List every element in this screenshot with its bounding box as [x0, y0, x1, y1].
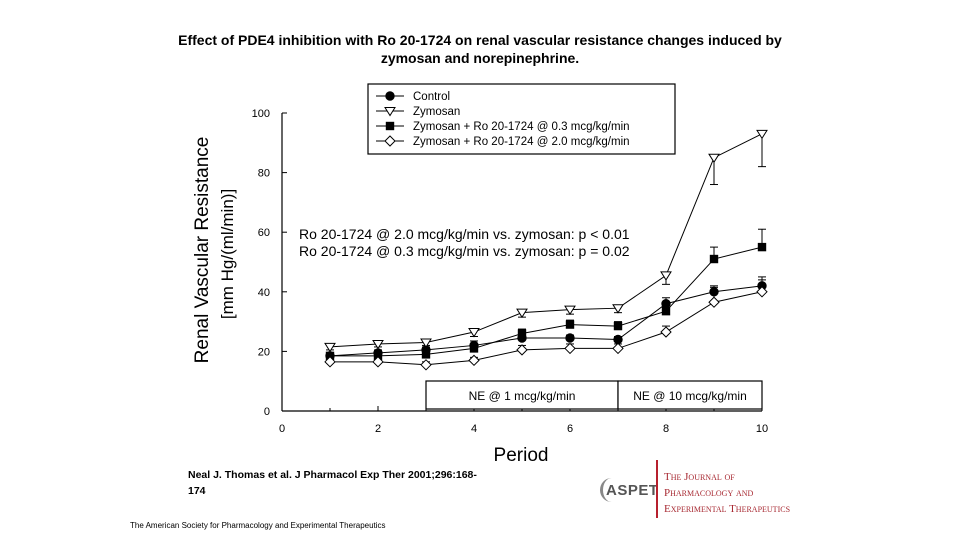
series-line — [329, 285, 763, 357]
series-3 — [325, 228, 767, 361]
y-tick-label: 100 — [252, 108, 270, 120]
legend-entry: Zymosan + Ro 20-1724 @ 2.0 mcg/kg/min — [413, 136, 630, 148]
x-tick-label: 8 — [663, 423, 669, 435]
journal-logo-line1: The Journal of — [664, 471, 735, 483]
x-tick-label: 2 — [375, 423, 381, 435]
series-2 — [324, 129, 768, 353]
period-box — [617, 380, 763, 410]
period-box-label: NE @ 1 mcg/kg/min — [469, 389, 576, 403]
data-point — [384, 135, 396, 147]
data-point — [420, 359, 432, 371]
series-line — [330, 291, 763, 366]
journal-logo: The Journal of Pharmacology and Experime… — [664, 469, 790, 517]
journal-logo-line2: Pharmacology and — [664, 487, 754, 499]
journal-logo-line3: Experimental Therapeutics — [664, 503, 791, 515]
series-line — [329, 133, 763, 348]
data-point — [613, 321, 623, 331]
data-point — [385, 121, 395, 131]
data-point — [372, 339, 384, 350]
period-box — [425, 380, 619, 410]
figure-title: Effect of PDE4 inhibition with Ro 20-172… — [150, 31, 810, 67]
data-point — [468, 328, 480, 338]
data-point — [661, 306, 671, 316]
data-point — [325, 351, 335, 361]
y-tick-label: 40 — [258, 287, 270, 299]
data-point — [516, 308, 528, 319]
y-axis-label-line2: [mm Hg/(ml/min)] — [218, 189, 237, 319]
aspet-swoosh-icon — [600, 478, 623, 502]
x-tick-label: 4 — [471, 423, 477, 435]
series-4 — [324, 276, 768, 371]
legend-entry: Control — [413, 91, 450, 103]
footer-text: The American Society for Pharmacology an… — [130, 521, 386, 530]
data-point — [565, 333, 575, 343]
y-tick-label: 0 — [264, 406, 270, 418]
x-tick-label: 0 — [279, 423, 285, 435]
data-point — [565, 320, 575, 329]
stats-annotation-line1: Ro 20-1724 @ 2.0 mcg/kg/min vs. zymosan:… — [299, 226, 630, 242]
x-tick-label: 6 — [567, 423, 573, 435]
legend-entry: Zymosan + Ro 20-1724 @ 0.3 mcg/kg/min — [413, 121, 630, 133]
y-axis-label-line1: Renal Vascular Resistance — [192, 137, 213, 364]
y-tick-label: 20 — [258, 346, 270, 358]
series-line — [330, 246, 763, 357]
data-point — [516, 344, 528, 356]
figure-title-line1: Effect of PDE4 inhibition with Ro 20-172… — [178, 32, 782, 48]
figure-title-line2: zymosan and norepinephrine. — [380, 50, 580, 66]
data-point — [564, 305, 576, 316]
data-point — [757, 242, 767, 252]
series-1 — [325, 279, 767, 361]
legend-box — [367, 83, 676, 155]
data-point — [613, 334, 623, 345]
legend-entry: Zymosan — [413, 106, 460, 118]
data-point — [612, 342, 624, 355]
journal-divider — [656, 460, 658, 518]
period-box-label: NE @ 10 mcg/kg/min — [633, 389, 747, 403]
data-point — [517, 329, 527, 338]
data-point — [709, 254, 719, 264]
data-point — [612, 304, 624, 314]
citation-line1: Neal J. Thomas et al. J Pharmacol Exp Th… — [188, 469, 477, 481]
data-point — [469, 344, 479, 353]
data-point — [385, 91, 395, 101]
data-point — [373, 351, 383, 361]
stats-annotation-line2: Ro 20-1724 @ 0.3 mcg/kg/min vs. zymosan:… — [299, 243, 630, 259]
data-point — [421, 350, 431, 359]
data-point — [660, 271, 672, 281]
y-tick-label: 60 — [258, 227, 270, 239]
data-point — [324, 342, 336, 353]
data-point — [564, 342, 576, 355]
data-point — [660, 326, 672, 338]
data-point — [384, 107, 396, 117]
data-point — [708, 296, 720, 308]
data-point — [324, 356, 336, 368]
data-point — [468, 354, 480, 367]
citation: Neal J. Thomas et al. J Pharmacol Exp Th… — [188, 467, 498, 499]
data-point — [420, 338, 432, 348]
aspet-logo: ASPET — [606, 482, 659, 499]
y-tick-label: 80 — [258, 168, 270, 180]
data-point — [708, 153, 720, 164]
x-axis-label: Period — [494, 445, 549, 466]
data-point — [756, 129, 768, 140]
citation-line2: 174 — [188, 485, 206, 497]
x-tick-label: 10 — [756, 423, 768, 435]
data-point — [372, 356, 384, 368]
data-point — [756, 286, 768, 298]
